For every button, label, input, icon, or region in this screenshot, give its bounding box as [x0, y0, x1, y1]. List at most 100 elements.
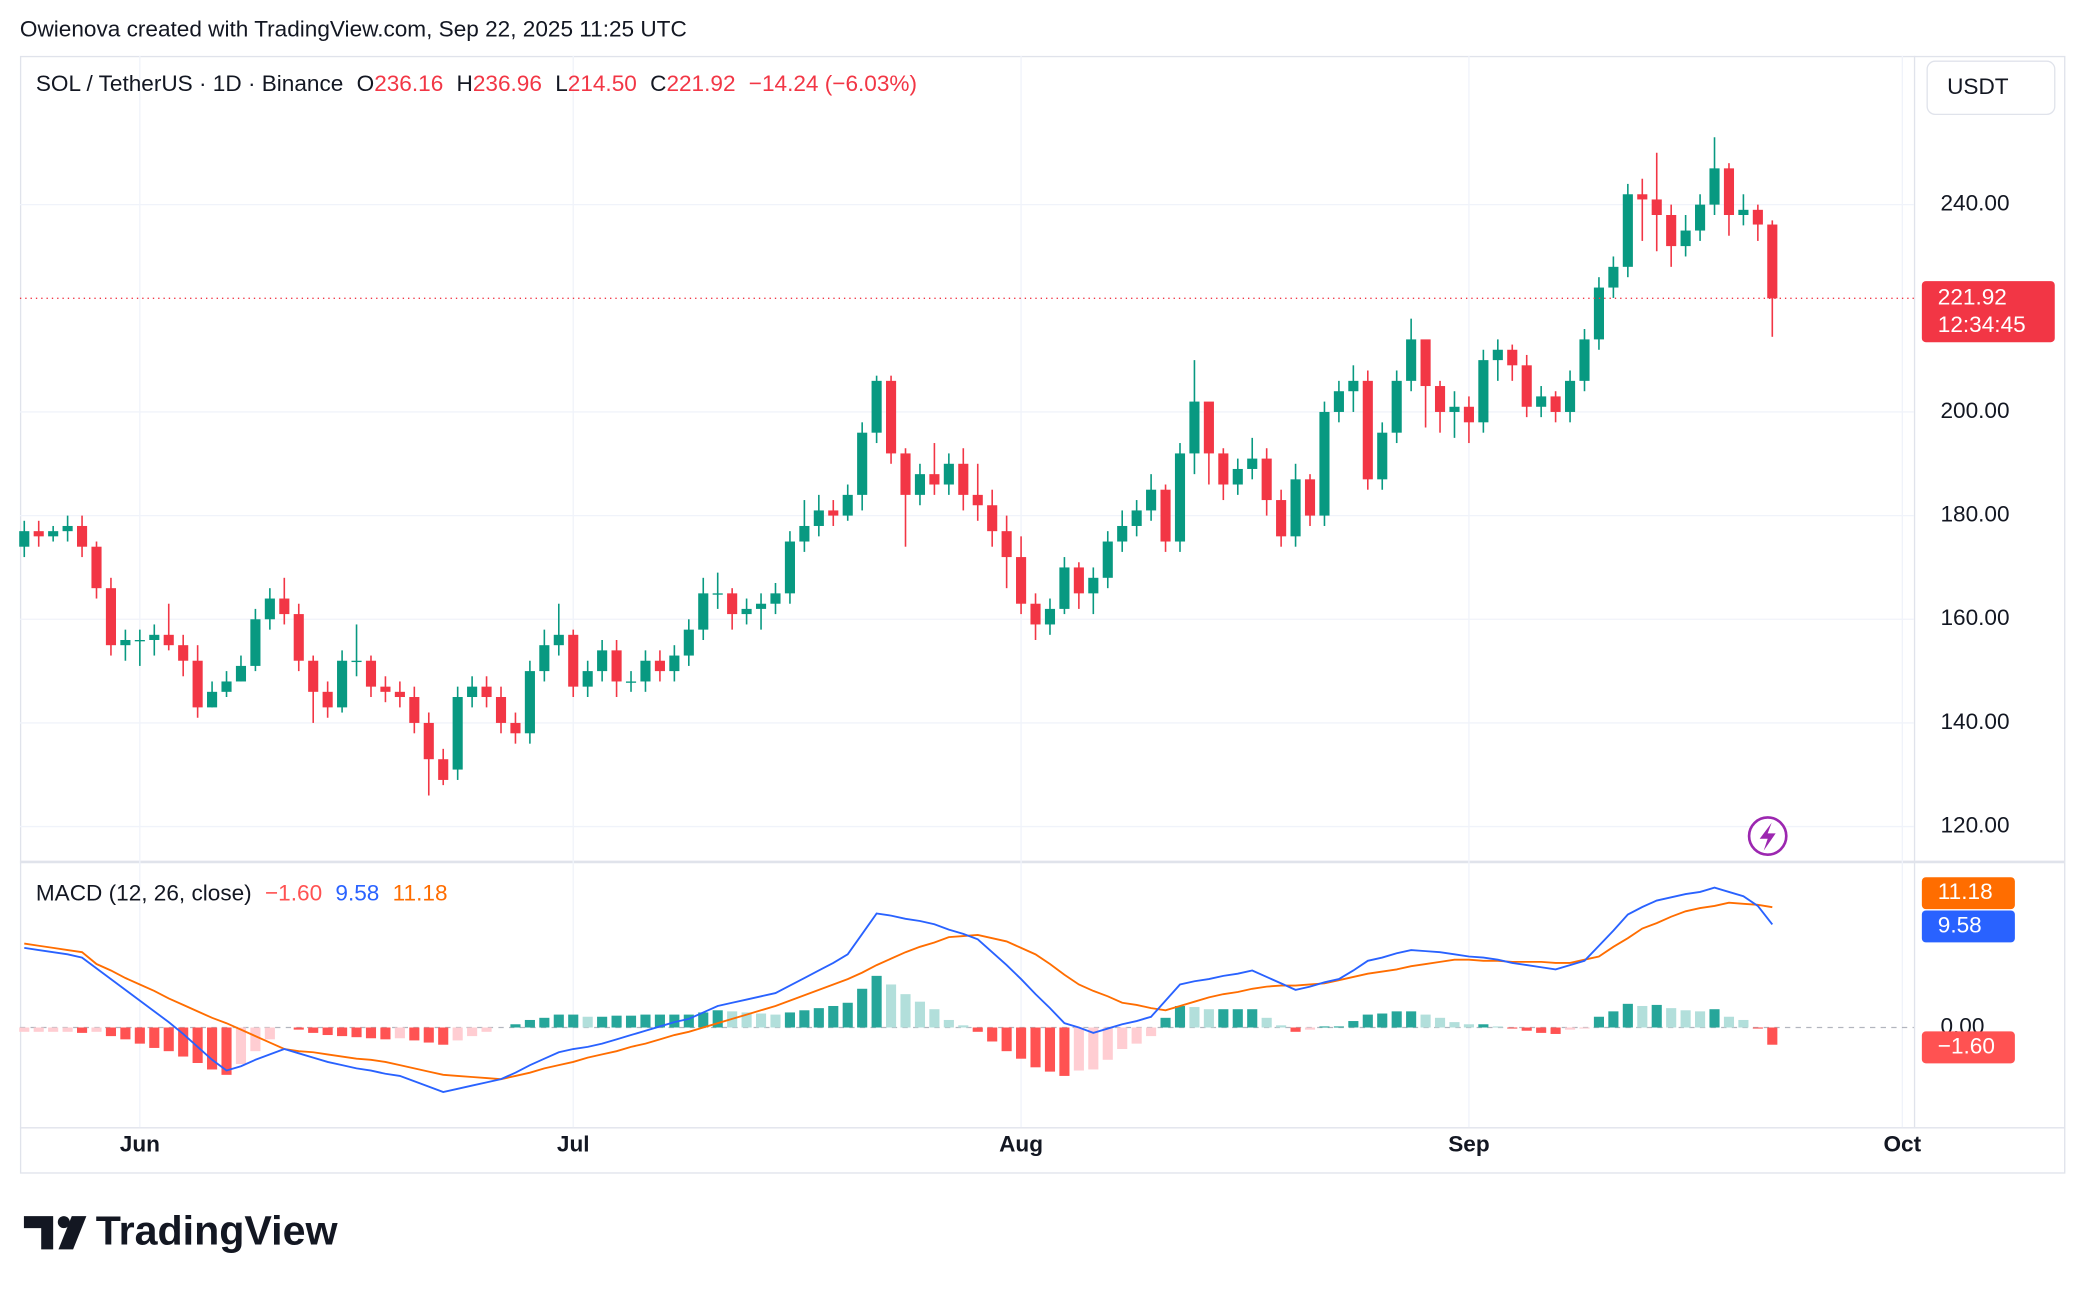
- histogram-bar: [755, 1013, 767, 1028]
- histogram-bar: [1189, 1007, 1200, 1028]
- candle-body: [351, 660, 362, 663]
- candle-body: [597, 650, 608, 672]
- currency-box[interactable]: [1926, 60, 2056, 116]
- candle-body: [178, 645, 189, 661]
- histogram-bar: [857, 988, 868, 1028]
- candle-body: [380, 686, 391, 692]
- histogram-bar: [192, 1027, 203, 1064]
- histogram-bar: [611, 1015, 622, 1028]
- candle-body: [1362, 380, 1373, 480]
- candle-body: [33, 531, 44, 537]
- histogram-bar: [1434, 1017, 1446, 1028]
- histogram-bar: [1348, 1021, 1359, 1028]
- histogram-bar: [900, 994, 911, 1028]
- candle-body: [1016, 557, 1027, 604]
- histogram-bar: [452, 1027, 463, 1041]
- candle-body: [1059, 567, 1070, 609]
- macd-axis-label: −1.60: [1938, 1033, 1995, 1058]
- candle-body: [1593, 287, 1604, 340]
- x-tick-label: Oct: [1884, 1132, 1922, 1157]
- macd-axis-box: [1921, 910, 2015, 943]
- candle-body: [857, 432, 868, 495]
- histogram-bar: [582, 1016, 593, 1028]
- candle-body: [813, 510, 824, 526]
- ohlc-value: 221.92: [666, 71, 735, 96]
- histogram-bar: [886, 984, 897, 1028]
- histogram-bar: [669, 1014, 680, 1028]
- candle-body: [683, 629, 694, 656]
- logo-part: [57, 1216, 70, 1229]
- brand-logo: [23, 1216, 87, 1250]
- histogram-bar: [1536, 1027, 1547, 1033]
- histogram-bar: [337, 1027, 348, 1037]
- histogram-bar: [62, 1027, 73, 1032]
- histogram-bar: [235, 1027, 247, 1065]
- candle-body: [524, 671, 535, 734]
- histogram-bar: [553, 1014, 564, 1028]
- histogram-bar: [524, 1019, 535, 1028]
- candle-body: [207, 691, 218, 708]
- histogram-bar: [640, 1014, 651, 1028]
- signal-value: 11.18: [393, 881, 448, 906]
- candle-body: [1377, 432, 1388, 480]
- brand: TradingView: [96, 1207, 339, 1253]
- ohlc-key: C: [650, 71, 666, 96]
- histogram-bar: [1680, 1010, 1691, 1028]
- candle-body: [1102, 541, 1113, 578]
- histogram-bar: [293, 1027, 304, 1030]
- histogram-bar: [1073, 1027, 1084, 1071]
- candle-body: [1174, 453, 1186, 542]
- candle-body: [1420, 339, 1431, 387]
- histogram-bar: [929, 1009, 940, 1028]
- histogram-bar: [1752, 1027, 1763, 1029]
- candle-body: [495, 697, 507, 723]
- candle-body: [886, 380, 897, 454]
- candle-body: [1521, 365, 1532, 407]
- legend: SOL / TetherUS · 1D · Binance O236.16 H236…: [36, 71, 917, 96]
- histogram-bar: [828, 1005, 839, 1028]
- macd-title: MACD (12, 26, close): [36, 881, 252, 906]
- candle-body: [1131, 510, 1142, 526]
- histogram-bar: [1232, 1009, 1243, 1028]
- x-tick-label: Aug: [999, 1132, 1043, 1157]
- candle-body: [77, 525, 88, 547]
- histogram-bar: [871, 975, 882, 1028]
- candle-body: [48, 531, 59, 537]
- labels: Jun Jul Aug Sep Oct 120.00 140.00 160.00 180.00 2…: [36, 71, 2055, 1157]
- histogram-bar: [77, 1027, 88, 1033]
- candle-body: [871, 380, 882, 433]
- y-tick-label: 140.00: [1940, 709, 2009, 734]
- histogram-bar: [1319, 1026, 1330, 1028]
- candle-body: [712, 593, 723, 595]
- candle-body: [1622, 194, 1633, 267]
- chart-frame: [19, 55, 2066, 1174]
- candle-body: [1203, 401, 1214, 454]
- histogram-bar: [19, 1027, 30, 1032]
- histogram-bar: [539, 1017, 550, 1028]
- histogram-bar: [423, 1027, 434, 1043]
- credit: Owienova created with TradingView.com, S…: [20, 17, 687, 42]
- histogram-bar: [770, 1014, 781, 1028]
- candle-body: [1406, 339, 1417, 381]
- histogram-bar: [394, 1027, 405, 1039]
- candle-body: [1449, 406, 1460, 412]
- candle-body: [1492, 349, 1503, 361]
- candle-body: [1290, 479, 1301, 537]
- candle-body: [741, 608, 752, 615]
- x-tick-label: Jun: [120, 1132, 160, 1157]
- candle-body: [481, 686, 492, 698]
- y-tick-label: 180.00: [1940, 502, 2009, 527]
- candle-body: [1463, 406, 1474, 423]
- candle-body: [568, 634, 579, 687]
- histogram-bar: [813, 1008, 824, 1028]
- histogram-bar: [481, 1027, 492, 1032]
- candle-body: [1189, 401, 1200, 454]
- candle-body: [1030, 603, 1041, 625]
- candle-body: [264, 598, 275, 620]
- histogram-bar: [1507, 1027, 1518, 1029]
- histogram-bar: [1593, 1016, 1604, 1028]
- candle-body: [62, 525, 73, 532]
- histogram-bar: [1088, 1027, 1099, 1070]
- candle-body: [510, 722, 521, 734]
- candle-body: [1536, 396, 1547, 407]
